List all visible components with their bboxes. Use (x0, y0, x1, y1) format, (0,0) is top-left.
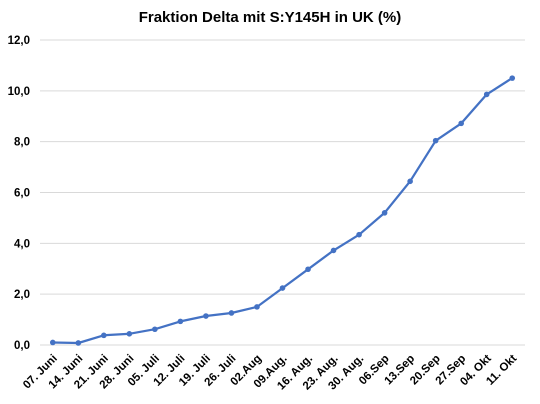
data-point (203, 313, 209, 319)
y-tick-label: 12,0 (8, 35, 30, 47)
data-point (407, 178, 413, 185)
data-point (432, 137, 439, 144)
y-tick-label: 2,0 (14, 289, 30, 301)
data-point (177, 318, 184, 325)
y-tick-label: 10,0 (8, 86, 30, 98)
data-point (381, 210, 388, 216)
data-point (75, 340, 82, 346)
y-tick-label: 0,0 (14, 340, 30, 352)
data-point (305, 266, 311, 273)
data-point (458, 120, 464, 127)
data-point (356, 231, 362, 238)
data-point (101, 332, 107, 339)
data-point (483, 91, 490, 98)
series-line (51, 76, 514, 345)
y-axis-ticks: 0,0 2,0 4,0 6,0 8,0 10,0 12,0 (8, 35, 30, 352)
data-point (49, 339, 56, 346)
data-point (228, 310, 235, 316)
data-point (254, 304, 260, 310)
data-point (152, 326, 158, 333)
series-layer (49, 75, 516, 346)
y-tick-label: 6,0 (14, 188, 30, 200)
y-tick-label: 4,0 (14, 238, 30, 250)
data-point (509, 75, 516, 81)
data-point (279, 285, 286, 291)
chart-title: Fraktion Delta mit S:Y145H in UK (%) (139, 9, 402, 26)
data-point (126, 331, 133, 337)
y-tick-label: 8,0 (14, 137, 30, 149)
gridlines (40, 39, 525, 346)
data-point (330, 247, 337, 254)
